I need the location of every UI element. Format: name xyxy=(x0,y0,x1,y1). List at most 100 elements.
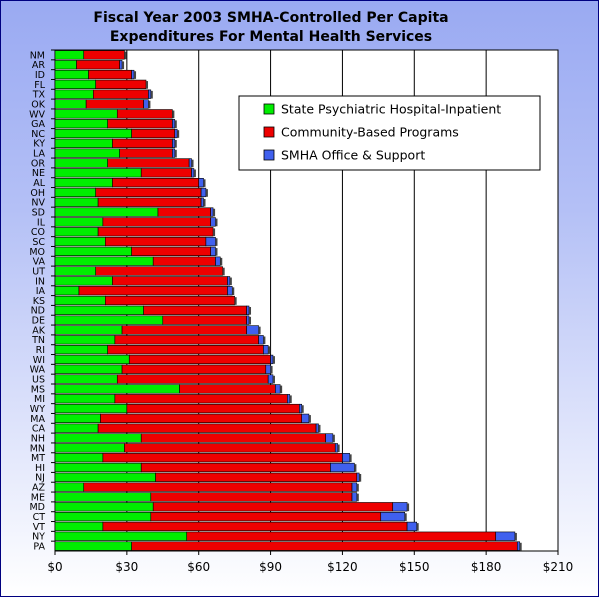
bar-segment-ia-1 xyxy=(78,286,228,296)
bar-segment-ky-2 xyxy=(172,138,176,148)
bar-segment-ok-2 xyxy=(143,99,149,109)
bar-segment-us-0 xyxy=(54,374,118,384)
y-tick-label: SD xyxy=(32,207,45,218)
y-tick-label: IL xyxy=(37,217,46,228)
x-tick-label: $60 xyxy=(187,560,210,574)
bar-segment-or-2 xyxy=(188,158,192,168)
bar-segment-pa-2 xyxy=(516,541,520,551)
legend-swatch xyxy=(263,126,275,138)
y-tick-label: OK xyxy=(31,99,45,110)
bar-segment-fl-0 xyxy=(54,79,97,90)
y-tick-label: MI xyxy=(34,394,45,405)
bar-shadow xyxy=(174,140,177,148)
y-tick-label: OR xyxy=(31,158,45,169)
y-tick-label: AZ xyxy=(32,483,45,494)
bar-segment-us-2 xyxy=(267,374,274,384)
y-tick-label: MD xyxy=(29,502,45,513)
y-tick-label: GA xyxy=(31,119,45,130)
y-tick-label: HI xyxy=(35,463,45,474)
y-tick-label: NH xyxy=(31,433,45,444)
bar-shadow xyxy=(234,297,237,305)
bar-shadow xyxy=(359,474,362,482)
bar-shadow xyxy=(193,169,196,178)
bar-segment-la-2 xyxy=(172,148,176,158)
bar-segment-ma-1 xyxy=(100,413,303,424)
y-tick-label: AK xyxy=(32,325,45,336)
bar-segment-tn-0 xyxy=(54,335,116,345)
bar-segment-mo-0 xyxy=(54,246,132,257)
y-tick-label: WY xyxy=(30,404,45,415)
bar-segment-fl-1 xyxy=(95,79,147,90)
bar-segment-ok-1 xyxy=(85,99,144,109)
bar-segment-ut-1 xyxy=(95,266,223,276)
bar-shadow xyxy=(213,228,216,237)
legend-swatch xyxy=(263,149,275,161)
bar-segment-md-2 xyxy=(392,502,408,512)
bar-segment-or-0 xyxy=(54,158,108,168)
y-tick-label: CA xyxy=(32,424,46,435)
bar-shadow xyxy=(308,415,311,423)
bar-segment-wy-0 xyxy=(54,403,128,414)
bar-segment-ut-0 xyxy=(54,266,97,276)
bar-segment-oh-0 xyxy=(54,187,97,198)
bar-shadow xyxy=(122,61,125,70)
bar-shadow xyxy=(232,287,235,295)
bar-segment-tx-1 xyxy=(93,89,149,99)
legend: State Psychiatric Hospital-Inpatient Comm… xyxy=(238,95,541,171)
bar-segment-mi-2 xyxy=(287,394,291,404)
bar-segment-us-1 xyxy=(116,374,269,384)
y-tick-label: WV xyxy=(29,109,45,120)
bar-segment-al-1 xyxy=(112,177,200,188)
y-tick-label: WA xyxy=(30,365,46,376)
bar-shadow xyxy=(174,149,177,158)
bar-segment-ks-1 xyxy=(105,295,235,306)
y-tick-label: MO xyxy=(29,247,45,258)
bar-segment-ms-0 xyxy=(54,384,180,394)
bar-shadow xyxy=(172,110,175,119)
bar-shadow xyxy=(268,346,271,354)
bar-shadow xyxy=(177,130,180,138)
bar-segment-ak-0 xyxy=(54,325,123,335)
bar-segment-pa-0 xyxy=(54,541,132,551)
bar-segment-me-0 xyxy=(54,492,152,502)
y-tick-label: ID xyxy=(35,70,45,81)
chart-title-line: Expenditures For Mental Health Services xyxy=(110,29,432,45)
bar-segment-ga-2 xyxy=(172,119,176,129)
bar-segment-ar-2 xyxy=(119,60,123,70)
y-tick-label: DE xyxy=(32,316,45,327)
bar-shadow xyxy=(150,90,153,99)
bar-segment-nd-1 xyxy=(143,305,247,315)
bar-shadow xyxy=(356,483,359,492)
bar-shadow xyxy=(272,356,275,364)
legend-swatch xyxy=(263,103,275,115)
bar-shadow xyxy=(134,71,137,79)
bar-segment-ne-0 xyxy=(54,168,142,178)
bar-segment-tx-2 xyxy=(148,89,152,99)
bar-segment-va-2 xyxy=(215,256,221,266)
bar-segment-az-1 xyxy=(83,482,353,492)
bar-segment-vt-1 xyxy=(102,521,408,532)
y-tick-label: MS xyxy=(31,384,45,395)
bar-segment-mo-2 xyxy=(210,246,216,257)
bar-segment-me-2 xyxy=(351,492,358,502)
bar-segment-mn-2 xyxy=(334,443,338,453)
bar-segment-ky-1 xyxy=(112,138,173,148)
bar-segment-hi-1 xyxy=(140,462,331,473)
bar-segment-vt-0 xyxy=(54,521,104,532)
y-tick-label: AR xyxy=(32,60,45,71)
bar-shadow xyxy=(174,120,177,128)
y-tick-label: FL xyxy=(34,80,45,91)
bar-segment-mt-2 xyxy=(342,453,350,463)
y-tick-label: AL xyxy=(33,178,45,189)
bar-segment-sd-2 xyxy=(210,207,214,217)
y-tick-label: KS xyxy=(33,296,45,307)
x-tick-label: $30 xyxy=(115,560,138,574)
y-tick-label: LA xyxy=(33,149,46,160)
bar-segment-ar-1 xyxy=(76,60,120,70)
bar-segment-de-0 xyxy=(54,315,164,325)
bar-segment-nc-2 xyxy=(174,128,178,139)
bar-shadow xyxy=(416,523,419,531)
bar-segment-nh-2 xyxy=(325,433,334,443)
